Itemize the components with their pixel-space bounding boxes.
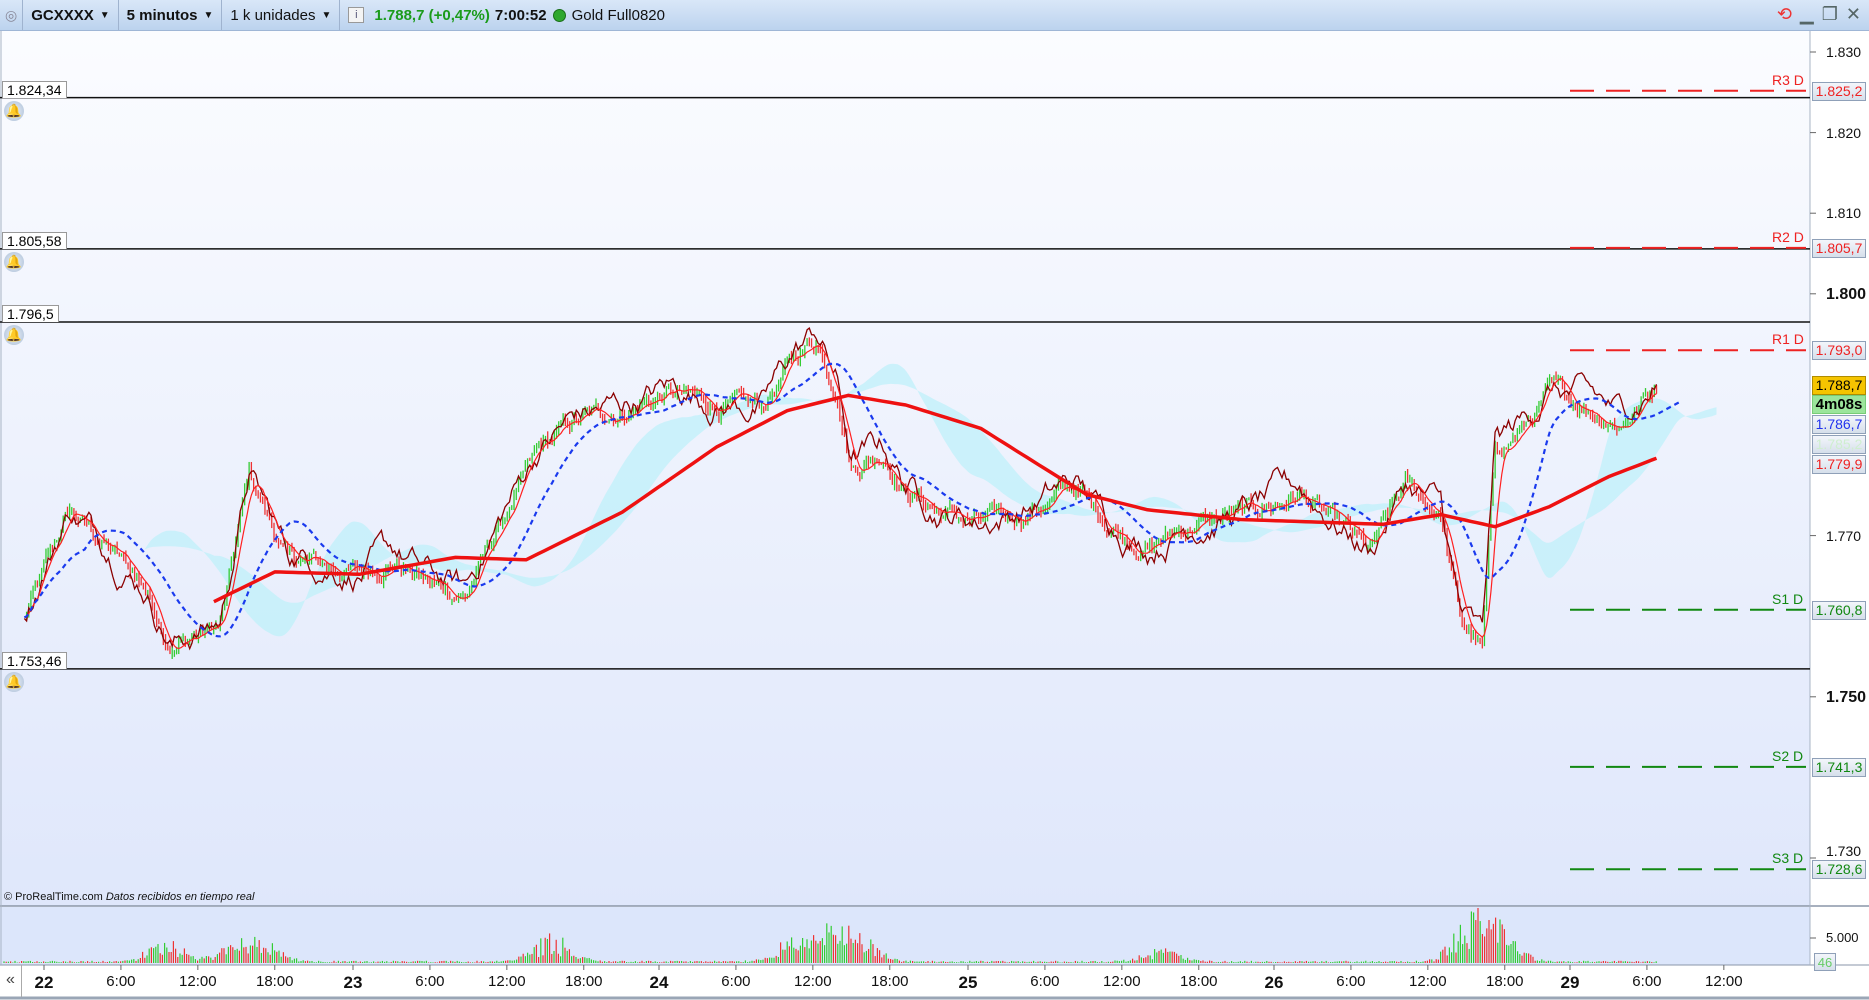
y-tick-label: 1.810 — [1826, 205, 1862, 222]
bell-icon[interactable]: 🔔 — [4, 671, 24, 692]
x-tick-label: 6:00 — [1030, 973, 1060, 990]
ichimoku-cloud — [84, 363, 1717, 637]
pivot-name: S1 D — [1772, 590, 1804, 607]
x-tick-label: 18:00 — [1485, 973, 1524, 990]
restore-icon[interactable]: ❐ — [1821, 4, 1838, 24]
chart-toolbar: ◎ GCXXXX ▼ 5 minutos ▼ 1 k unidades ▼ i 1.7… — [0, 0, 1869, 31]
x-tick-label: 12:00 — [1409, 973, 1447, 990]
x-tick-label: 12:00 — [488, 973, 526, 990]
x-tick-label: 12:00 — [179, 973, 217, 990]
chevron-down-icon: ▼ — [321, 9, 332, 21]
x-tick-label: 12:00 — [1103, 973, 1141, 990]
x-tick-label: 24 — [649, 973, 669, 992]
last-time: 7:00:52 — [494, 6, 547, 24]
pivot-price-label: 1.805,7 — [1812, 238, 1866, 258]
pivot-name: S3 D — [1772, 850, 1804, 867]
ma-long-label: 1.779,9 — [1812, 454, 1866, 474]
timeframe-selector[interactable]: 5 minutos ▼ — [119, 0, 223, 30]
cloud-label: 1.785,2 — [1812, 434, 1866, 454]
time-axis — [0, 965, 1869, 1000]
pivot-name: S2 D — [1772, 747, 1804, 764]
x-tick-label: 6:00 — [106, 973, 136, 990]
chevron-down-icon: ▼ — [99, 9, 110, 21]
x-tick-label: 6:00 — [1336, 973, 1366, 990]
chevron-down-icon: ▼ — [203, 9, 214, 21]
x-tick-label: 18:00 — [870, 973, 909, 990]
bell-icon[interactable]: 🔔 — [4, 100, 24, 121]
pivot-name: R3 D — [1772, 71, 1804, 88]
level-label: 1.753,46 — [2, 651, 67, 669]
y-tick-label: 1.750 — [1826, 688, 1867, 706]
pivot-price-label: 1.741,3 — [1812, 757, 1866, 777]
x-tick-label: 12:00 — [1705, 973, 1743, 990]
close-icon[interactable]: ✕ — [1845, 4, 1861, 24]
timeframe-label: 5 minutos — [126, 6, 198, 24]
y-tick-label: 1.820 — [1826, 124, 1862, 141]
bell-icon[interactable]: 🔔 — [4, 251, 24, 272]
x-tick-label: 6:00 — [415, 973, 445, 990]
pivot-price-label: 1.728,6 — [1812, 860, 1866, 880]
x-tick-label: 29 — [1560, 973, 1580, 992]
level-label: 1.796,5 — [2, 305, 59, 322]
symbol-selector[interactable]: GCXXXX ▼ — [23, 0, 119, 30]
x-tick-label: 12:00 — [794, 973, 832, 990]
instrument-name: Gold Full0820 — [571, 6, 665, 24]
price-line — [23, 327, 1658, 651]
pivot-price-label: 1.793,0 — [1812, 341, 1866, 361]
last-price: 1.788,7 (+0,47%) — [374, 6, 490, 24]
symbol-label: GCXXXX — [31, 6, 94, 24]
x-tick-label: 18:00 — [1179, 973, 1218, 990]
refresh-icon[interactable]: ⟲ — [1776, 4, 1792, 24]
x-tick-label: 26 — [1264, 973, 1284, 992]
volume-bars — [3, 908, 1657, 963]
dashed-moving-average — [23, 362, 1683, 638]
x-tick-label: 22 — [34, 973, 54, 992]
pivot-price-label: 1.825,2 — [1812, 81, 1866, 101]
x-tick-label: 23 — [343, 973, 363, 992]
scroll-left-icon[interactable]: « — [0, 965, 22, 997]
y-tick-label: 1.730 — [1826, 843, 1862, 860]
current-volume: 46 — [1814, 953, 1836, 971]
volume-tick: 5.000 — [1826, 930, 1859, 945]
ma-short-label: 1.786,7 — [1812, 414, 1866, 434]
x-tick-label: 18:00 — [255, 973, 294, 990]
bell-icon[interactable]: 🔔 — [4, 325, 24, 345]
level-label: 1.824,34 — [2, 80, 67, 98]
x-tick-label: 6:00 — [721, 973, 751, 990]
x-tick-label: 25 — [958, 973, 978, 992]
y-tick-label: 1.770 — [1826, 527, 1862, 544]
pivot-name: R1 D — [1772, 331, 1804, 348]
logo-icon: ◎ — [0, 0, 24, 30]
candle-timer: 4m08s — [1812, 394, 1866, 414]
info-icon[interactable]: i — [348, 7, 365, 23]
data-credit: © ProRealTime.com Datos recibidos en tie… — [4, 891, 255, 903]
x-tick-label: 18:00 — [564, 973, 603, 990]
y-tick-label: 1.830 — [1826, 44, 1862, 60]
pivot-price-label: 1.760,8 — [1812, 600, 1866, 620]
last-price-label: 1.788,7 — [1812, 375, 1866, 395]
y-tick-label: 1.800 — [1826, 285, 1867, 303]
volume-pane — [0, 907, 1810, 965]
x-tick-label: 6:00 — [1632, 973, 1662, 990]
level-label: 1.805,58 — [2, 231, 67, 249]
units-label: 1 k unidades — [230, 6, 316, 24]
units-selector[interactable]: 1 k unidades ▼ — [222, 0, 341, 30]
long-moving-average — [213, 393, 1658, 604]
status-dot-icon — [552, 8, 566, 22]
minimize-icon[interactable]: ▁ — [1799, 4, 1814, 24]
pivot-name: R2 D — [1772, 228, 1804, 245]
